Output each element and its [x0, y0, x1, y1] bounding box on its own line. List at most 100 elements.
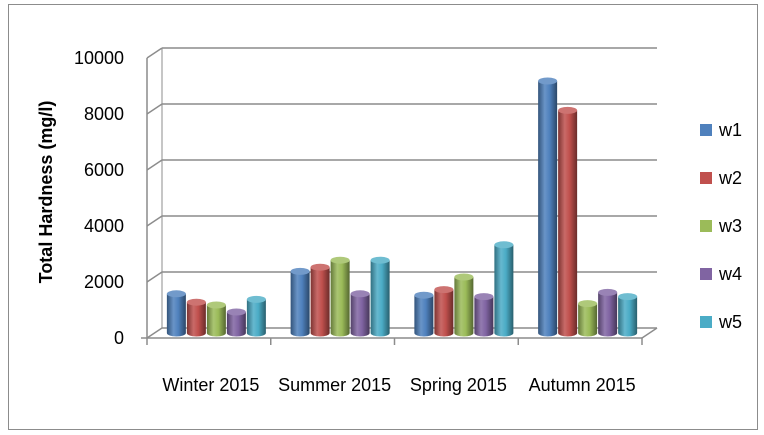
bar-cap [290, 267, 310, 275]
bar-body [494, 244, 514, 337]
bar [414, 291, 434, 337]
bar [494, 241, 514, 337]
legend-swatch [700, 172, 712, 184]
bar-cap [246, 295, 266, 303]
bar-body [330, 260, 350, 337]
bar-body [474, 296, 494, 337]
legend-label: w1 [718, 120, 742, 140]
bars [166, 77, 638, 337]
bar-body [226, 312, 246, 337]
gridline-side [146, 271, 163, 283]
bar-body [370, 260, 390, 337]
bar-cap [494, 241, 514, 249]
bar [186, 298, 206, 337]
y-tick-label: 6000 [84, 160, 124, 180]
bar [246, 295, 266, 337]
legend-label: w4 [718, 264, 742, 284]
bar-cap [226, 308, 246, 316]
gridline-side [146, 159, 163, 171]
legend-label: w2 [718, 168, 742, 188]
legend-label: w5 [718, 312, 742, 332]
bar [474, 293, 494, 337]
legend-item: w1 [700, 120, 742, 140]
gridline-side [146, 47, 163, 59]
bar [330, 256, 350, 337]
bar-cap [598, 288, 618, 296]
legend-swatch [700, 220, 712, 232]
gridline-side [146, 103, 163, 115]
x-tick-label: Autumn 2015 [529, 375, 636, 395]
bar [370, 256, 390, 337]
bar [310, 263, 330, 337]
legend-item: w4 [700, 264, 742, 284]
bar-cap [414, 291, 434, 299]
bar-cap [370, 256, 390, 264]
bar-cap [538, 77, 558, 85]
bar-body [598, 292, 618, 337]
legend-label: w3 [718, 216, 742, 236]
bar-body [558, 110, 578, 337]
bar-cap [454, 273, 474, 281]
chart-frame [8, 4, 758, 430]
bar [598, 288, 618, 337]
gridline-side [146, 327, 163, 339]
y-tick-label: 2000 [84, 272, 124, 292]
axes [141, 48, 658, 345]
bar [350, 290, 370, 337]
x-tick-label: Summer 2015 [278, 375, 391, 395]
bar [226, 308, 246, 337]
bar-cap [618, 293, 638, 301]
bar [290, 267, 310, 337]
bar-body [350, 293, 370, 337]
bar-body [166, 293, 186, 337]
bar [166, 290, 186, 337]
x-tick-labels: Winter 2015 Summer 2015 Spring 2015 Autumn … [162, 375, 635, 395]
bar-body [414, 295, 434, 337]
bar-body [290, 271, 310, 337]
bar-cap [310, 263, 330, 271]
bar-body [206, 305, 226, 337]
legend-swatch [700, 268, 712, 280]
bar-body [618, 296, 638, 337]
bar [434, 286, 454, 337]
bar-cap [434, 286, 454, 294]
bar-body [310, 267, 330, 337]
bar [618, 293, 638, 337]
bar [454, 273, 474, 337]
bar [558, 106, 578, 337]
legend-swatch [700, 124, 712, 136]
bar [578, 300, 598, 337]
floor-edge [641, 327, 658, 339]
y-tick-label: 10000 [74, 48, 124, 68]
bar-body [434, 289, 454, 337]
bar-cap [330, 256, 350, 264]
bar-body [246, 299, 266, 337]
y-tick-labels: 0 2000 4000 6000 8000 10000 [74, 48, 124, 348]
y-tick-label: 0 [114, 328, 124, 348]
bar-cap [350, 290, 370, 298]
legend-item: w3 [700, 216, 742, 236]
x-tick-label: Spring 2015 [410, 375, 507, 395]
gridlines [146, 47, 657, 339]
bar-cap [474, 293, 494, 301]
y-axis-title: Total Hardness (mg/l) [36, 101, 56, 284]
bar-cap [206, 301, 226, 309]
bar-body [186, 302, 206, 337]
legend-item: w5 [700, 312, 742, 332]
bar-body [538, 81, 558, 337]
legend: w1 w2 w3 w4 w5 [700, 120, 742, 332]
gridline-side [146, 215, 163, 227]
legend-swatch [700, 316, 712, 328]
y-tick-label: 4000 [84, 216, 124, 236]
x-tick-label: Winter 2015 [162, 375, 259, 395]
bar-cap [558, 106, 578, 114]
bar [538, 77, 558, 337]
legend-item: w2 [700, 168, 742, 188]
bar-cap [166, 290, 186, 298]
bar [206, 301, 226, 337]
bar-cap [578, 300, 598, 308]
bar-cap [186, 298, 206, 306]
bar-body [578, 303, 598, 337]
bar-body [454, 277, 474, 337]
